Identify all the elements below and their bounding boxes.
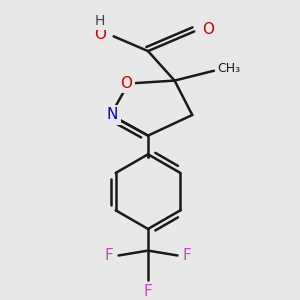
Text: F: F: [104, 248, 113, 263]
Text: F: F: [183, 248, 192, 263]
Text: O: O: [202, 22, 214, 37]
Text: CH₃: CH₃: [217, 62, 240, 75]
Text: O: O: [94, 27, 106, 42]
Text: H: H: [95, 14, 105, 28]
Text: F: F: [144, 284, 152, 299]
Text: N: N: [107, 107, 118, 122]
Text: O: O: [120, 76, 132, 91]
